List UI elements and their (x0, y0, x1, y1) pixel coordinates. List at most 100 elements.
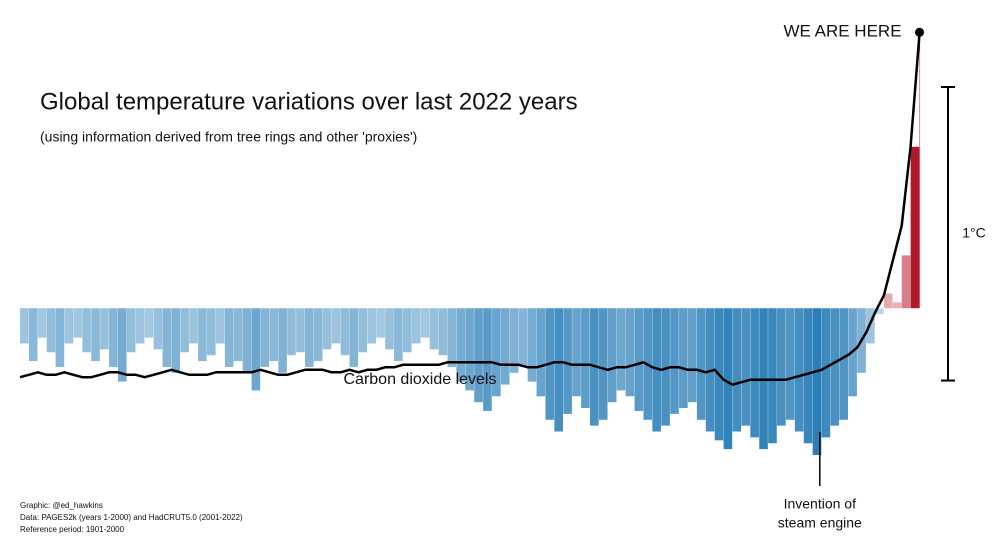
bar (224, 308, 234, 367)
bar (198, 308, 207, 362)
bar (73, 308, 83, 338)
bar (492, 308, 501, 397)
bar (812, 308, 822, 455)
bar (46, 308, 56, 353)
bar (901, 255, 911, 309)
bar (358, 308, 368, 353)
here-dot (915, 27, 925, 37)
bar (500, 308, 510, 385)
bar (919, 29, 921, 309)
bar (723, 308, 733, 450)
bar (144, 308, 154, 338)
bar (465, 308, 474, 391)
annotation-text: Invention of (784, 496, 856, 512)
bar (20, 308, 29, 344)
here-label: WE ARE HERE (783, 22, 901, 41)
bar (741, 308, 751, 426)
credit: Reference period: 1901-2000 (20, 525, 125, 534)
bar (296, 308, 305, 353)
bar (420, 308, 430, 338)
bar (171, 308, 181, 373)
bar (385, 308, 394, 350)
bar (883, 293, 893, 309)
co2-line (19, 32, 921, 386)
bar (313, 308, 323, 362)
bar (509, 308, 519, 373)
bar (207, 308, 216, 356)
bar (180, 308, 189, 353)
bar (607, 308, 617, 403)
bar (696, 308, 706, 420)
bar (794, 308, 804, 432)
bar (670, 308, 679, 414)
bar (598, 308, 608, 420)
bar (687, 308, 697, 403)
bar (652, 308, 661, 432)
bar (349, 308, 359, 367)
bar (233, 308, 243, 362)
bar (785, 308, 795, 420)
bar (411, 308, 421, 344)
bar (830, 308, 840, 426)
bar (456, 308, 466, 382)
bar (242, 308, 252, 373)
bar (376, 308, 385, 338)
bar (287, 308, 296, 356)
bar (82, 308, 91, 353)
bar (189, 308, 198, 344)
bar (394, 308, 403, 362)
bar (661, 308, 670, 426)
bar (429, 308, 439, 350)
bar (679, 308, 688, 409)
bar (634, 308, 644, 411)
bar (135, 308, 145, 344)
bar (563, 308, 572, 414)
bar (64, 308, 74, 344)
bar (616, 308, 626, 391)
bar (777, 308, 786, 426)
bar (305, 308, 314, 367)
bar (28, 308, 38, 362)
bar (55, 308, 65, 367)
bar (162, 308, 172, 367)
bar (367, 308, 376, 344)
bar (278, 308, 287, 373)
bar (91, 308, 100, 362)
bar (536, 308, 546, 397)
bar (572, 308, 581, 397)
bar (447, 308, 457, 367)
bar (803, 308, 813, 444)
bar (875, 308, 884, 315)
bar (554, 308, 563, 432)
bar (117, 308, 127, 382)
bar (910, 146, 920, 309)
scale-label: 1°C (962, 224, 986, 240)
bar (625, 308, 635, 397)
bar (331, 308, 341, 344)
bar (732, 308, 742, 432)
bar (839, 308, 849, 420)
bar (518, 308, 528, 367)
bar (402, 308, 412, 353)
bar (215, 308, 225, 344)
bar (126, 308, 136, 353)
bar (892, 302, 902, 309)
bar (269, 308, 278, 362)
bar (322, 308, 332, 350)
bars (20, 29, 921, 455)
bar (340, 308, 350, 356)
bar (821, 308, 831, 438)
credit: Data: PAGES2k (years 1-2000) and HadCRUT… (20, 513, 243, 522)
bar (251, 308, 261, 391)
credit: Graphic: @ed_hawkins (20, 501, 103, 510)
bar (109, 308, 118, 367)
chart-title: Global temperature variations over last … (40, 88, 578, 115)
bar (750, 308, 759, 438)
bar (153, 308, 163, 350)
bar (438, 308, 448, 356)
bar (100, 308, 109, 350)
bar (581, 308, 590, 409)
bar (37, 308, 47, 338)
annotation-text: steam engine (778, 515, 862, 531)
